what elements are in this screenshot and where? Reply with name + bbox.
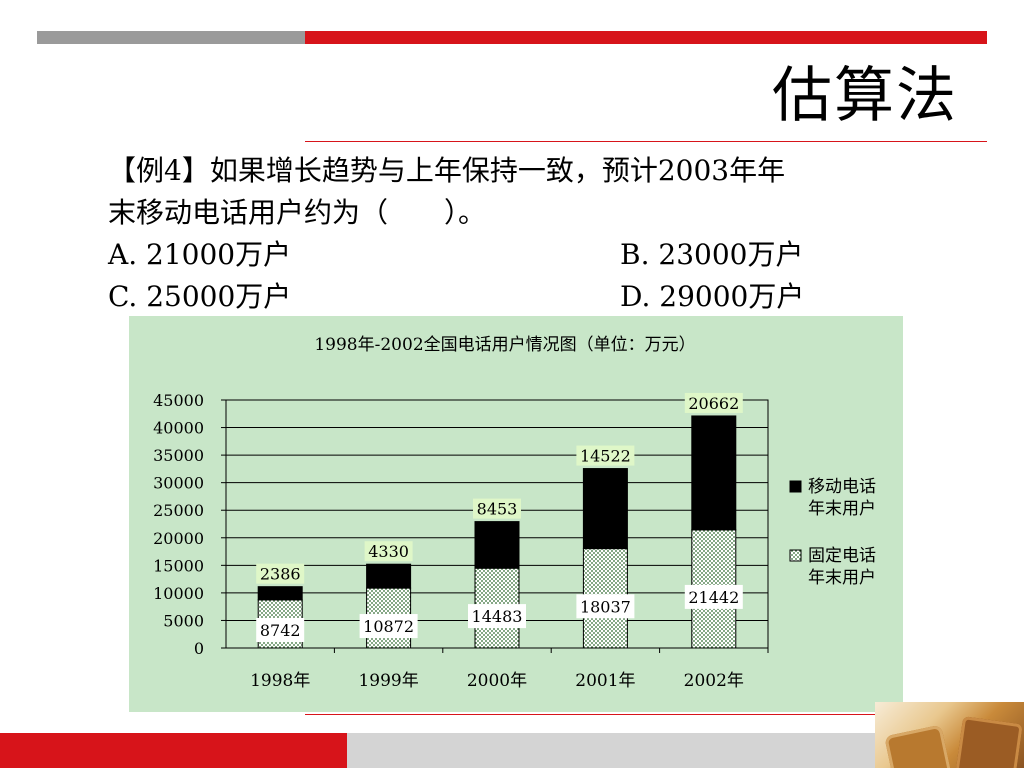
option-d-label: D. (620, 280, 651, 313)
bottom-accent-bar-gray (347, 733, 875, 768)
option-a: A. 21000万户 (108, 234, 620, 276)
y-tick-label: 20000 (153, 529, 204, 548)
data-label-box (684, 584, 743, 609)
top-accent-bar-gray (37, 31, 305, 44)
x-tick-label: 1998年 (250, 671, 310, 691)
stacked-bar-chart: 1998年-2002全国电话用户情况图（单位：万元） 2386 8742 4330 1… (153, 335, 876, 691)
y-tick-label: 40000 (153, 419, 204, 438)
option-c-text: 25000万户 (146, 280, 292, 313)
option-b-text: 23000万户 (658, 238, 804, 271)
data-label-fixed: 21442 (688, 588, 739, 607)
options-row-2: C. 25000万户 D. 29000万户 (108, 276, 918, 318)
title-divider (305, 141, 987, 142)
option-a-text: 21000万户 (146, 238, 292, 271)
data-label-box (364, 541, 413, 562)
chart-panel: 1998年-2002全国电话用户情况图（单位：万元） 2386 8742 4330 1… (129, 316, 903, 712)
data-label-box (576, 445, 635, 466)
seal-stamp-icon (884, 724, 952, 768)
bottom-divider (305, 714, 987, 715)
bar-mobile (257, 586, 303, 601)
legend-label: 移动电话 (808, 477, 876, 497)
data-label-mobile: 8453 (477, 500, 518, 519)
legend-swatch (789, 549, 802, 562)
data-label-fixed: 18037 (580, 597, 631, 616)
y-tick-label: 30000 (153, 474, 204, 493)
y-tick-label: 0 (194, 639, 204, 658)
question-line-2: 末移动电话用户约为（ ）。 (108, 196, 487, 229)
y-tick-label: 5000 (163, 611, 204, 630)
option-d-text: 29000万户 (659, 280, 805, 313)
option-b: B. 23000万户 (620, 234, 803, 276)
question-block: 【例4】如果增长趋势与上年保持一致，预计2003年年 末移动电话用户约为（ ）。… (108, 150, 918, 318)
corner-decoration-image (875, 702, 1024, 768)
data-label-fixed: 14483 (472, 607, 523, 626)
legend-swatch (789, 480, 802, 493)
option-c-label: C. (108, 280, 138, 313)
option-a-label: A. (108, 238, 138, 271)
data-label-mobile: 20662 (688, 394, 739, 413)
options-row-1: A. 21000万户 B. 23000万户 (108, 234, 918, 276)
y-tick-label: 25000 (153, 501, 204, 520)
x-tick-label: 1999年 (358, 671, 418, 691)
option-c: C. 25000万户 (108, 276, 620, 318)
data-label-fixed: 8742 (260, 621, 301, 640)
question-line-1: 【例4】如果增长趋势与上年保持一致，预计2003年年 (108, 154, 786, 187)
data-label-box (359, 614, 418, 639)
data-label-box (576, 594, 635, 619)
bottom-accent-bar-red (0, 733, 347, 768)
data-label-fixed: 10872 (363, 617, 414, 636)
data-label-box (468, 604, 526, 629)
legend-label: 固定电话 (808, 546, 876, 566)
data-label-mobile: 14522 (580, 447, 631, 466)
x-tick-label: 2000年 (467, 671, 527, 691)
y-tick-label: 10000 (153, 584, 204, 603)
bar-mobile (582, 468, 628, 550)
data-label-box (256, 563, 305, 584)
x-tick-label: 2002年 (684, 671, 744, 691)
y-tick-label: 15000 (153, 556, 204, 575)
chart-title: 1998年-2002全国电话用户情况图（单位：万元） (314, 335, 695, 355)
x-tick-label: 2001年 (575, 671, 635, 691)
top-accent-bar-red (305, 31, 987, 44)
seal-stamp-icon (955, 716, 1023, 768)
data-label-mobile: 4330 (368, 542, 409, 561)
option-b-label: B. (620, 238, 650, 271)
y-tick-label: 45000 (153, 391, 204, 410)
data-label-box (684, 392, 743, 413)
slide-title: 估算法 (772, 61, 958, 131)
legend-label: 年末用户 (808, 568, 876, 588)
option-d: D. 29000万户 (620, 276, 804, 318)
data-label-box (256, 618, 305, 642)
data-label-mobile: 2386 (260, 565, 301, 584)
bar-mobile (691, 415, 737, 531)
data-label-box (473, 498, 521, 519)
legend-label: 年末用户 (808, 499, 876, 519)
y-tick-label: 35000 (153, 446, 204, 465)
bar-mobile (366, 563, 412, 589)
bar-mobile (474, 521, 520, 569)
